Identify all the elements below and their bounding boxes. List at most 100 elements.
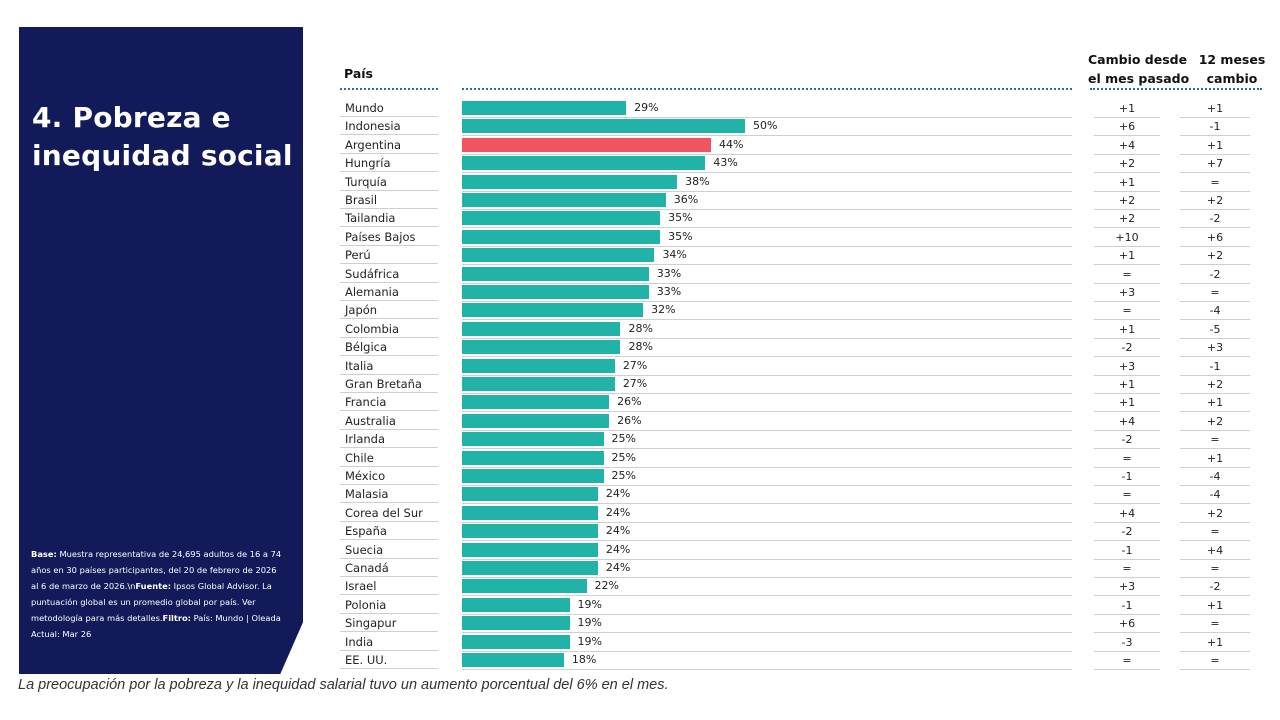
country-label: Gran Bretaña <box>340 376 438 393</box>
bar <box>462 579 587 594</box>
bar <box>462 432 604 447</box>
bar-value-label: 43% <box>713 156 738 170</box>
change-month-cell: +1 <box>1094 394 1160 413</box>
bar-row: 44% <box>462 137 1072 155</box>
change-month-cell: +2 <box>1094 155 1160 174</box>
change-month-cell: -1 <box>1094 542 1160 560</box>
change-12m-cell: = <box>1180 523 1250 542</box>
methodology-notes: Base: Muestra representativa de 24,695 a… <box>31 546 286 642</box>
bar <box>462 340 621 355</box>
bar <box>462 653 564 667</box>
change-month-cell: = <box>1094 652 1160 670</box>
bar <box>462 303 644 318</box>
bar <box>462 119 745 134</box>
change-month-cell: +4 <box>1094 137 1160 155</box>
change-month-cell: +1 <box>1094 321 1160 339</box>
bar-row: 25% <box>462 431 1072 450</box>
change-12m-cell: +3 <box>1180 339 1250 358</box>
bar-value-label: 18% <box>571 653 597 666</box>
bar <box>462 487 598 502</box>
bar-value-label: 25% <box>611 432 636 446</box>
country-label: Israel <box>340 578 438 596</box>
bar-row: 24% <box>462 486 1072 505</box>
bar-value-label: 27% <box>622 358 648 372</box>
change-12m-cell: -2 <box>1180 578 1250 597</box>
bar <box>462 597 570 612</box>
change-month-cell: +4 <box>1094 413 1160 431</box>
change-month-cell: -2 <box>1094 431 1160 450</box>
bar-value-label: 38% <box>685 174 710 188</box>
country-label: Colombia <box>340 321 438 338</box>
change-month-cell: +6 <box>1094 615 1160 634</box>
country-column-header: País <box>344 66 373 81</box>
bar-value-label: 24% <box>605 505 631 519</box>
change-month-cell: +3 <box>1094 284 1160 302</box>
bar-value-label: 24% <box>605 561 631 574</box>
change-12m-cell: = <box>1180 652 1250 670</box>
bar-row: 27% <box>462 376 1072 394</box>
bar-row: 26% <box>462 413 1072 431</box>
bar-value-label: 19% <box>577 616 602 630</box>
country-label: Países Bajos <box>340 229 438 246</box>
bar-value-label: 24% <box>605 487 631 501</box>
bar-row: 27% <box>462 358 1072 376</box>
change-month-cell: = <box>1094 266 1160 284</box>
bar <box>462 524 598 539</box>
bar-row: 35% <box>462 229 1072 247</box>
bar <box>462 321 621 336</box>
bar <box>462 101 627 115</box>
bar <box>462 377 615 391</box>
bar <box>462 561 598 575</box>
country-label: Australia <box>340 413 438 430</box>
change-12m-header: 12 meses cambio <box>1198 52 1266 86</box>
source-text: Ipsos Global Advisor. La puntuación glob… <box>31 581 272 623</box>
change-month-cell: -1 <box>1094 468 1160 486</box>
change-12m-cell: +1 <box>1180 100 1250 118</box>
bar-row: 26% <box>462 394 1072 413</box>
country-label: Mundo <box>340 100 438 117</box>
change-12m-cell: -1 <box>1180 118 1250 137</box>
bar <box>462 358 615 373</box>
country-label: Malasia <box>340 486 438 504</box>
bar-row: 33% <box>462 266 1072 284</box>
change-12m-cell: -4 <box>1180 486 1250 505</box>
change-month-cell: +2 <box>1094 192 1160 210</box>
bar-row: 36% <box>462 192 1072 210</box>
change-12m-cell: +6 <box>1180 229 1250 247</box>
change-12m-cell: +2 <box>1180 505 1250 523</box>
change-month-cell: +1 <box>1094 174 1160 192</box>
bar-row: 24% <box>462 505 1072 523</box>
country-label: Argentina <box>340 137 438 154</box>
country-label: Canadá <box>340 560 438 577</box>
bar-row: 29% <box>462 100 1072 118</box>
bar-value-label: 25% <box>611 450 636 464</box>
change-month-cell: +1 <box>1094 100 1160 118</box>
bar <box>462 266 649 281</box>
header-divider <box>462 88 1072 90</box>
country-label: Francia <box>340 394 438 412</box>
bar <box>462 285 649 299</box>
country-label: Hungría <box>340 155 438 173</box>
country-label: Indonesia <box>340 118 438 136</box>
bar-value-label: 29% <box>634 101 659 114</box>
change-12m-cell: +4 <box>1180 542 1250 560</box>
change-month-cell: +4 <box>1094 505 1160 523</box>
bar-value-label: 26% <box>617 413 642 427</box>
change-12m-cell: -2 <box>1180 266 1250 284</box>
change-12m-cell: -5 <box>1180 321 1250 339</box>
bar-value-label: 28% <box>628 340 653 354</box>
bar-row: 33% <box>462 284 1072 302</box>
bar-value-label: 28% <box>628 321 653 335</box>
change-month-cell: +1 <box>1094 247 1160 266</box>
bar-value-label: 33% <box>656 266 682 280</box>
country-label: Chile <box>340 450 438 467</box>
country-label: Polonia <box>340 597 438 614</box>
bar-row: 18% <box>462 652 1072 670</box>
bar-value-label: 24% <box>605 542 631 556</box>
change-month-cell: -2 <box>1094 339 1160 358</box>
bar-value-label: 24% <box>605 524 631 538</box>
change-month-header: Cambio desde el mes pasado <box>1088 52 1190 86</box>
change-12m-cell: -4 <box>1180 302 1250 321</box>
base-label: Base: <box>31 549 57 559</box>
change-12m-cell: +2 <box>1180 192 1250 210</box>
